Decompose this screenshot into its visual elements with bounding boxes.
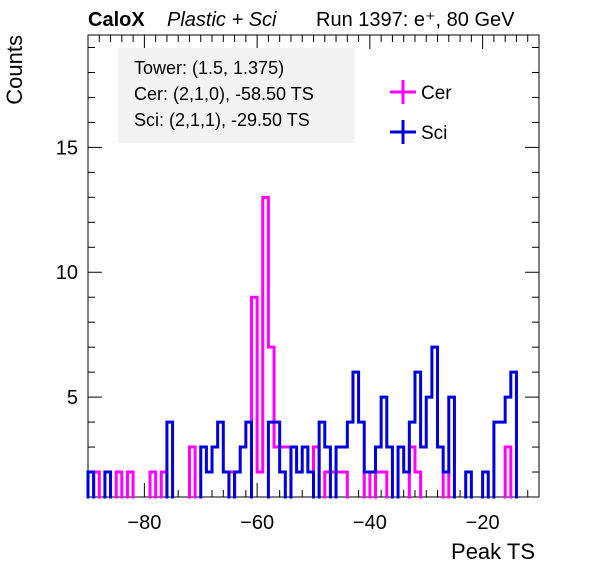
info-cer: Cer: (2,1,0), -58.50 TS xyxy=(134,84,314,104)
info-box: Tower: (1.5, 1.375) Cer: (2,1,0), -58.50… xyxy=(118,48,355,143)
histogram-line-sci xyxy=(86,345,518,499)
subtitle-label: Plastic + Sci xyxy=(167,9,277,31)
histogram-series xyxy=(86,195,518,499)
y-tick-label: 10 xyxy=(56,262,78,284)
info-box-background xyxy=(118,48,355,143)
brand-label: CaloX xyxy=(88,9,145,31)
x-tick-label: −20 xyxy=(466,512,500,534)
x-tick-label: −40 xyxy=(353,512,387,534)
info-sci: Sci: (2,1,1), -29.50 TS xyxy=(134,110,310,130)
y-axis-title: Counts xyxy=(2,35,27,105)
legend: Cer Sci xyxy=(390,80,452,144)
x-axis-title: Peak TS xyxy=(451,539,535,564)
x-tick-label: −60 xyxy=(240,512,274,534)
info-tower: Tower: (1.5, 1.375) xyxy=(134,58,284,78)
series-sci xyxy=(86,345,518,499)
x-tick-label: −80 xyxy=(127,512,161,534)
run-info-label: Run 1397: e⁺, 80 GeV xyxy=(316,9,515,31)
legend-item-cer: Cer xyxy=(390,80,452,104)
legend-label: Cer xyxy=(421,83,452,104)
y-tick-label: 15 xyxy=(56,137,78,159)
legend-label: Sci xyxy=(421,123,447,144)
legend-item-sci: Sci xyxy=(390,120,447,144)
y-tick-label: 5 xyxy=(67,387,78,409)
